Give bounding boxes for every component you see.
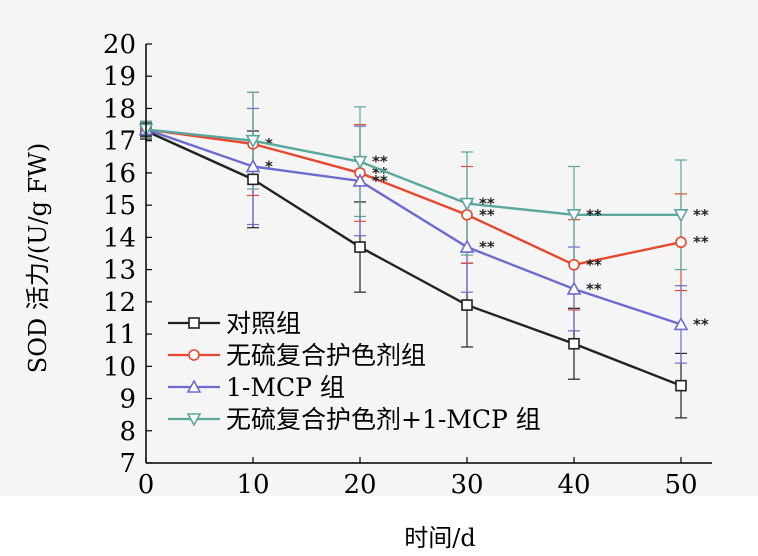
series-line: [145, 128, 681, 217]
data-point: [673, 209, 689, 223]
series-line: [145, 128, 682, 267]
y-tick-label: 18: [103, 94, 136, 124]
x-tick-label: 0: [138, 470, 155, 500]
y-tick-label: 17: [103, 127, 136, 157]
data-point: [568, 258, 580, 271]
significance-label: **: [479, 195, 495, 213]
data-point: [566, 281, 582, 295]
data-point: [566, 209, 582, 223]
axes: [145, 44, 712, 464]
legend-item: 无硫复合护色剂+1-MCP 组: [168, 405, 541, 434]
y-tick-label: 13: [103, 256, 136, 286]
significance-label: *: [265, 157, 273, 175]
x-tick-label: 40: [557, 470, 590, 500]
x-tick-label: 30: [450, 470, 483, 500]
y-tick-label: 11: [103, 320, 136, 350]
data-point: [673, 316, 689, 331]
data-point: [459, 197, 475, 212]
data-point: [354, 241, 366, 253]
y-tick-label: 12: [103, 288, 136, 318]
legend-marker: [186, 413, 202, 427]
data-point: [568, 337, 580, 350]
legend-item: 无硫复合护色剂组: [168, 341, 426, 370]
data-point: [247, 173, 259, 186]
x-tick-label: 10: [236, 470, 269, 500]
significance-label: **: [586, 256, 602, 274]
legend-item: 对照组: [168, 309, 301, 338]
data-point: [352, 173, 368, 187]
data-point: [245, 158, 261, 173]
y-tick-label: 16: [103, 159, 136, 189]
series-3: *********: [138, 121, 709, 333]
x-tick-label: 50: [664, 470, 697, 500]
y-tick-label: 8: [119, 417, 136, 447]
y-tick-label: 19: [103, 62, 136, 92]
series-line: [145, 128, 682, 326]
significance-label: **: [586, 280, 602, 298]
significance-label: **: [693, 206, 709, 224]
legend-item: 1-MCP 组: [168, 373, 345, 402]
series-layer: ************************ **: [138, 121, 709, 392]
y-tick-label: 10: [103, 352, 136, 382]
data-point: [675, 379, 687, 392]
significance-label: **: [479, 206, 495, 224]
data-point: [459, 239, 475, 253]
legend-label: 无硫复合护色剂组: [226, 341, 426, 370]
series-4: ****** **: [138, 123, 709, 224]
x-axis-title: 时间/d: [404, 524, 475, 552]
data-point: [461, 209, 473, 221]
y-tick-label: 7: [119, 449, 136, 479]
y-axis-title: SOD 活力/(U/g FW): [24, 143, 52, 373]
y-tick-label: 15: [103, 191, 136, 221]
data-point: [461, 299, 473, 311]
significance-label: **: [693, 315, 709, 333]
legend-marker: [188, 349, 200, 361]
data-point: [245, 134, 261, 149]
y-tick-label: 20: [103, 30, 136, 60]
data-point: [352, 155, 368, 170]
significance-label: **: [372, 172, 388, 190]
legend-marker: [188, 317, 200, 329]
y-tick-label: 14: [103, 223, 136, 253]
significance-label: **: [693, 233, 709, 251]
legend-label: 对照组: [226, 309, 301, 338]
plot-background: [0, 0, 758, 496]
x-tick-label: 20: [343, 470, 376, 500]
y-tick-label: 9: [119, 385, 136, 415]
significance-label: **: [479, 238, 495, 256]
significance-label: **: [372, 153, 388, 171]
legend-label: 无硫复合护色剂+1-MCP 组: [226, 405, 541, 434]
legend-label: 1-MCP 组: [226, 373, 345, 402]
legend-marker: [186, 379, 202, 393]
data-point: [675, 236, 687, 249]
significance-label: **: [586, 206, 602, 224]
series-line: [145, 129, 682, 387]
